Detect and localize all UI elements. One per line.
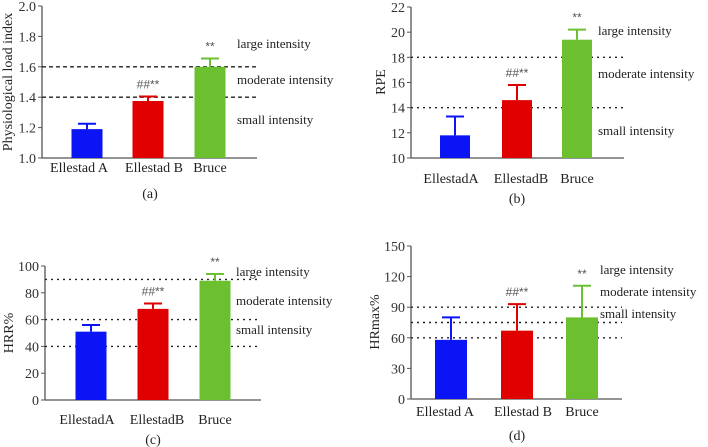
panel-label: (d) (509, 429, 526, 444)
intensity-annotation: large intensity (236, 264, 310, 279)
panel-c: 0 20 40 60 80 100 EllestadA ##** EllestadB ** Bruc… (2, 255, 333, 447)
y-tick-label: 16 (391, 77, 405, 92)
x-tick-label: EllestadB (494, 172, 548, 187)
significance-label: ** (205, 39, 215, 53)
panel-label: (c) (145, 433, 161, 447)
significance-label: ##** (506, 285, 529, 299)
y-tick-label: 80 (25, 287, 39, 302)
significance-label: ** (210, 255, 220, 269)
x-tick-label: EllestadA (59, 413, 115, 428)
intensity-annotation: moderate intensity (598, 66, 695, 81)
intensity-annotation: moderate intensity (237, 72, 334, 87)
intensity-annotation: moderate intensity (600, 284, 697, 299)
x-tick-label: Bruce (198, 413, 231, 428)
y-tick-label: 1.4 (19, 91, 37, 106)
y-tick-label: 150 (384, 240, 405, 255)
panel-a: 1.0 1.2 1.4 1.6 1.8 2.0 Ellestad A ##** Ellestad… (1, 0, 334, 202)
intensity-annotation: moderate intensity (236, 293, 333, 308)
x-tick-label: Ellestad A (50, 161, 109, 176)
y-tick-label: 20 (391, 26, 405, 41)
bar-ellestad-a (435, 339, 467, 399)
x-tick-label: Ellestad A (416, 405, 475, 420)
x-tick-label: Ellestad B (494, 405, 552, 420)
y-tick-label: 22 (391, 1, 405, 16)
y-tick-label: 10 (391, 152, 405, 167)
bar-ellestad-b (132, 101, 164, 158)
significance-label: ##** (506, 66, 529, 80)
bar-ellestad-b (501, 330, 533, 399)
panel-d: 0 30 60 90 120 150 Ellestad A ##** Ellestad B ** B… (368, 240, 697, 444)
y-tick-label: 1.2 (19, 122, 37, 137)
x-tick-label: Bruce (565, 405, 598, 420)
y-tick-label: 12 (391, 127, 405, 142)
bar-ellestadb (502, 100, 532, 158)
panel-b: 10 12 14 16 18 20 22 EllestadA ##** EllestadB ** Br… (374, 1, 695, 207)
bar-ellestada (75, 331, 107, 400)
y-tick-label: 60 (391, 332, 405, 347)
bar-bruce (194, 66, 226, 158)
significance-label: ##** (137, 77, 160, 91)
bar-bruce (562, 39, 592, 158)
significance-label: ** (572, 11, 582, 25)
y-axis-label: HRR% (2, 312, 17, 353)
significance-label: ##** (142, 285, 165, 299)
intensity-annotation: large intensity (598, 23, 672, 38)
y-tick-label: 0 (398, 393, 405, 408)
bar-ellestad-a (71, 129, 103, 158)
y-tick-label: 1.0 (19, 152, 37, 167)
bar-ellestada (440, 135, 470, 158)
y-tick-label: 1.6 (19, 61, 37, 76)
y-axis-label: Physiological load index (1, 13, 16, 151)
x-tick-label: Bruce (560, 172, 593, 187)
x-tick-label: Bruce (193, 161, 226, 176)
y-tick-label: 30 (391, 362, 405, 377)
y-tick-label: 40 (25, 340, 39, 355)
y-tick-label: 1.8 (19, 30, 37, 45)
y-axis-label: HRmax% (368, 294, 383, 350)
y-tick-label: 90 (391, 301, 405, 316)
bar-ellestadb (137, 308, 169, 400)
y-tick-label: 100 (18, 260, 39, 275)
intensity-annotation: large intensity (600, 262, 674, 277)
y-tick-label: 0 (32, 394, 39, 409)
y-axis-label: RPE (374, 69, 389, 95)
x-tick-label: EllestadA (423, 172, 479, 187)
bar-bruce (566, 317, 598, 399)
panel-label: (a) (142, 187, 158, 202)
intensity-annotation: small intensity (237, 112, 314, 127)
intensity-annotation: small intensity (236, 322, 313, 337)
panel-label: (b) (509, 192, 526, 207)
y-tick-label: 18 (391, 51, 405, 66)
bar-bruce (199, 280, 231, 400)
intensity-annotation: small intensity (600, 306, 677, 321)
y-tick-label: 60 (25, 314, 39, 329)
y-tick-label: 14 (391, 102, 405, 117)
y-tick-label: 2.0 (19, 0, 37, 15)
y-tick-label: 120 (384, 271, 405, 286)
x-tick-label: Ellestad B (125, 161, 183, 176)
intensity-annotation: small intensity (598, 123, 675, 138)
x-tick-label: EllestadB (130, 413, 184, 428)
significance-label: ** (577, 267, 587, 281)
y-tick-label: 20 (25, 367, 39, 382)
intensity-annotation: large intensity (237, 36, 311, 51)
